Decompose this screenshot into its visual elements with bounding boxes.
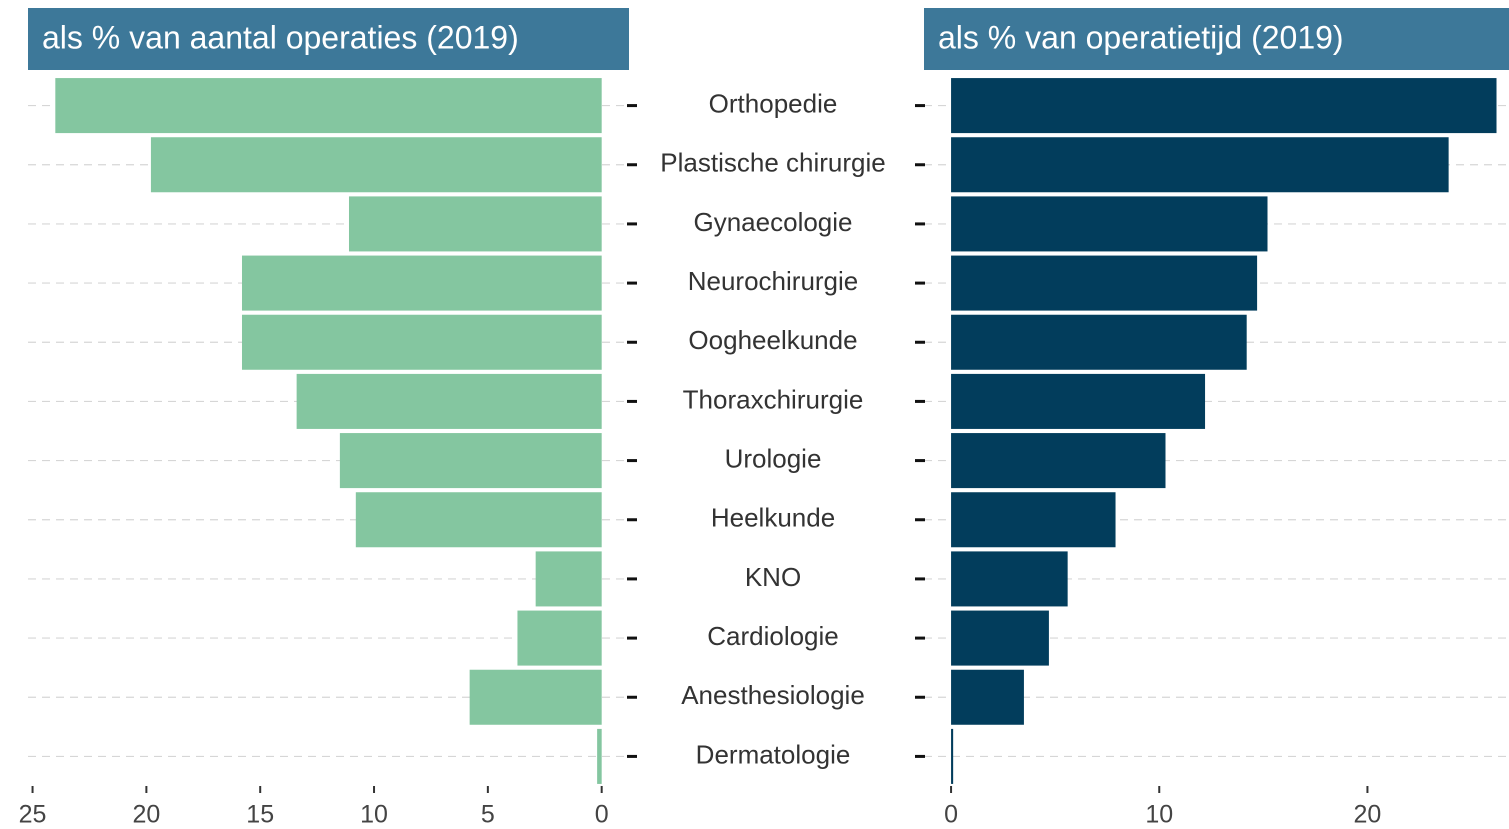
bar <box>951 610 1049 666</box>
category-label: Thoraxchirurgie <box>683 384 864 414</box>
category-label: Orthopedie <box>709 88 838 118</box>
bar <box>951 551 1068 607</box>
x-tick-label: 25 <box>19 801 47 829</box>
bar <box>150 137 602 193</box>
x-tick-label: 5 <box>481 801 495 829</box>
bar <box>951 373 1206 429</box>
bar <box>348 196 602 252</box>
bar <box>951 433 1166 489</box>
bar <box>339 433 602 489</box>
panel-header <box>28 8 629 70</box>
bar <box>951 728 954 784</box>
category-label: KNO <box>745 562 801 592</box>
x-tick-label: 10 <box>360 801 388 829</box>
bar <box>951 196 1268 252</box>
bar <box>517 610 602 666</box>
bar <box>951 492 1116 548</box>
panel-title: als % van aantal operaties (2019) <box>42 19 519 55</box>
x-tick-label: 20 <box>132 801 160 829</box>
bar <box>951 137 1449 193</box>
x-tick-label: 15 <box>246 801 274 829</box>
category-label: Heelkunde <box>711 503 835 533</box>
bar <box>951 314 1247 370</box>
category-label: Cardiologie <box>707 621 839 651</box>
bar <box>469 669 602 725</box>
category-label: Gynaecologie <box>694 207 853 237</box>
bar <box>951 255 1258 311</box>
panel-title: als % van operatietijd (2019) <box>938 19 1344 55</box>
category-label: Dermatologie <box>696 739 851 769</box>
bar <box>241 255 602 311</box>
category-label: Oogheelkunde <box>688 325 857 355</box>
bar <box>241 314 602 370</box>
bar <box>355 492 602 548</box>
x-tick-label: 10 <box>1145 801 1173 829</box>
x-tick-label: 20 <box>1354 801 1382 829</box>
category-label: Urologie <box>725 443 822 473</box>
bar <box>951 78 1497 134</box>
bar <box>951 669 1024 725</box>
x-tick-label: 0 <box>595 801 609 829</box>
bar <box>535 551 602 607</box>
panel-header <box>924 8 1509 70</box>
bar <box>296 373 602 429</box>
category-label: Plastische chirurgie <box>660 148 885 178</box>
bar <box>597 728 602 784</box>
category-label: Anesthesiologie <box>681 680 865 710</box>
category-label: Neurochirurgie <box>688 266 859 296</box>
x-tick-label: 0 <box>944 801 958 829</box>
bar <box>55 78 602 134</box>
